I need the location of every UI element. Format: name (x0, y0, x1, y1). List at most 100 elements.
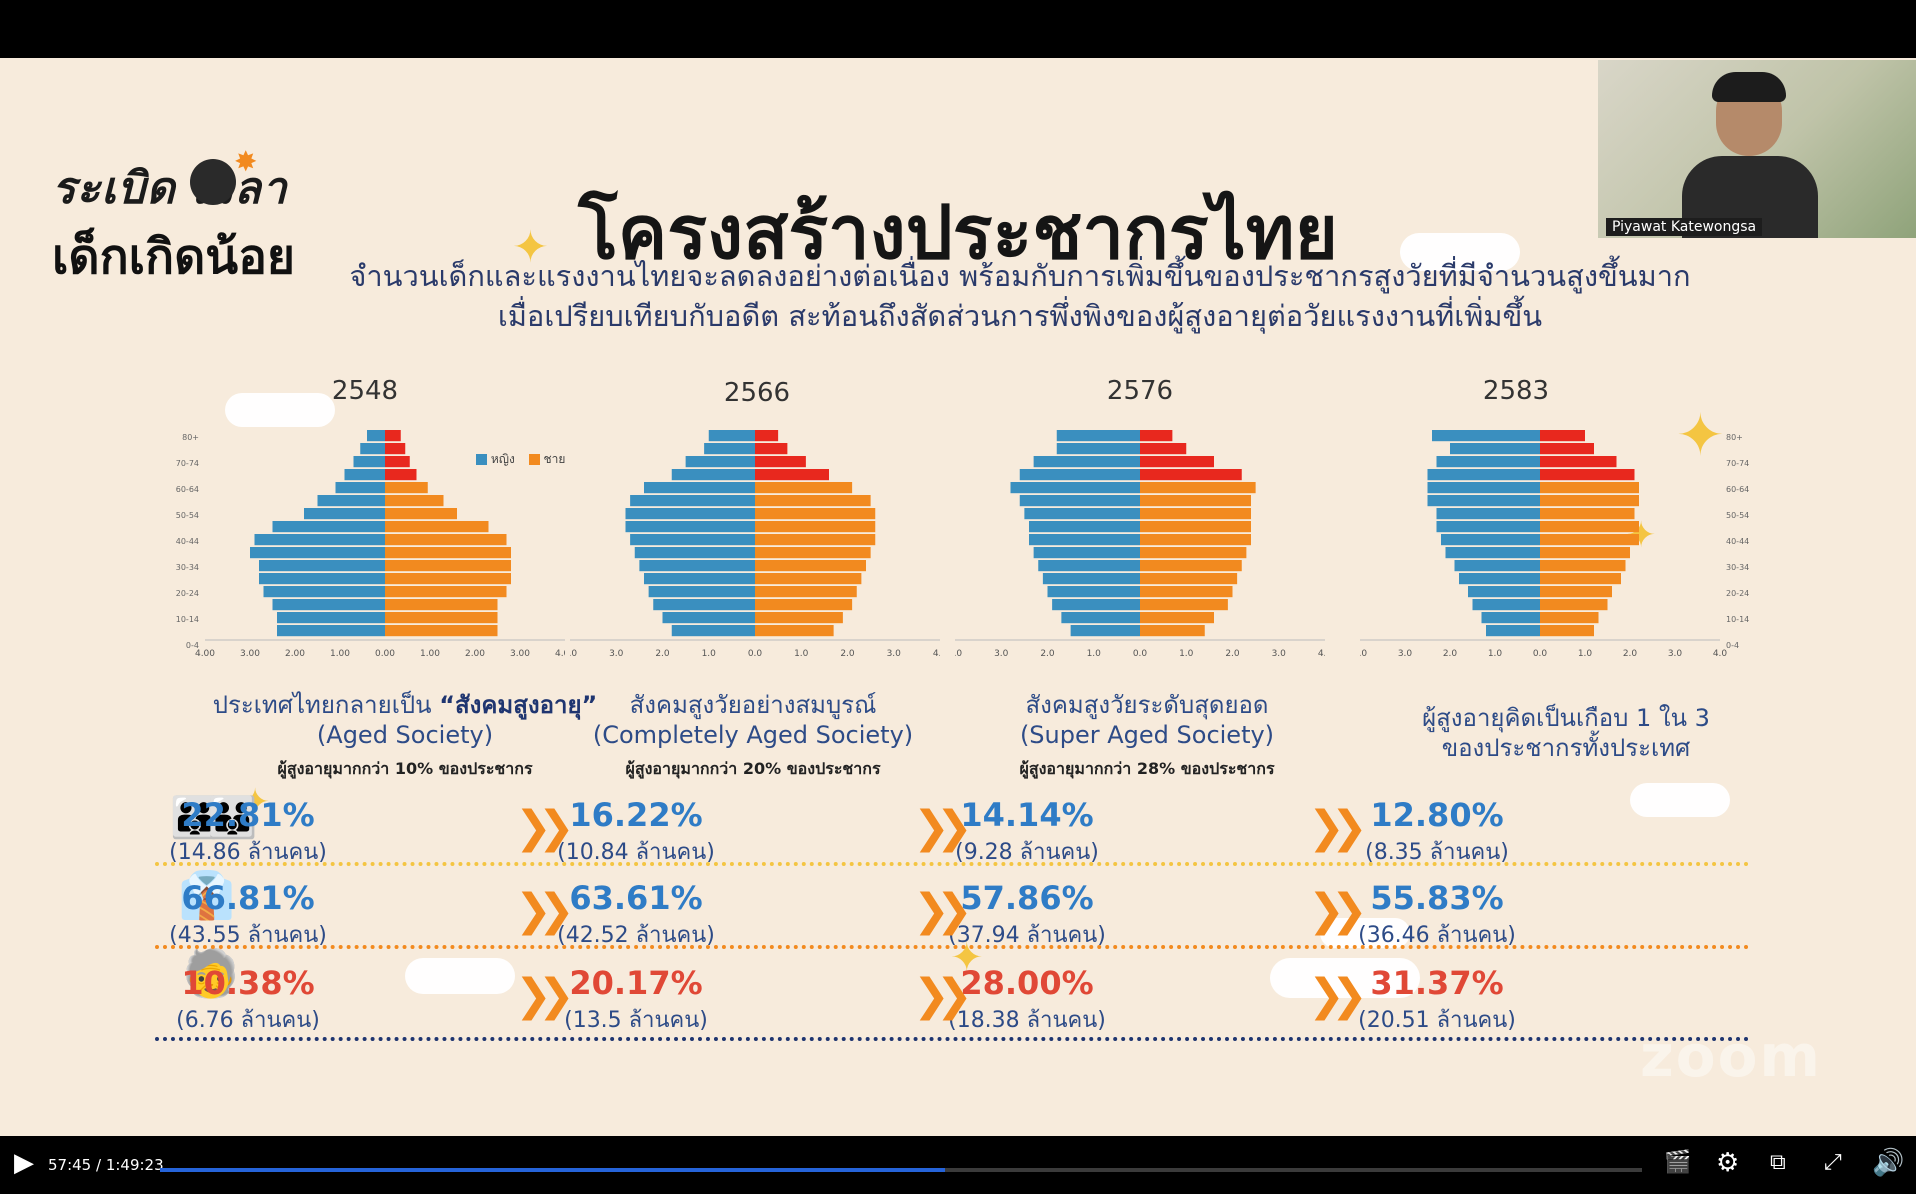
female-bar (1436, 456, 1540, 468)
male-bar (1540, 573, 1621, 585)
x-tick-label: 1.0 (1087, 649, 1102, 659)
female-bar (1441, 534, 1540, 546)
stat-count: (6.76 ล้านคน) (176, 1008, 320, 1033)
presenter-hair (1712, 72, 1786, 102)
age-group-label: 30-34 (1726, 563, 1749, 572)
picture-in-picture-icon[interactable]: ⧉ (1770, 1150, 1786, 1175)
stat-count: (9.28 ล้านคน) (955, 840, 1099, 865)
x-tick-label: 2.0 (1040, 649, 1055, 659)
x-tick-label: 0.0 (1133, 649, 1148, 659)
x-tick-label: 2.0 (655, 649, 670, 659)
male-bar (385, 560, 511, 572)
row-divider (155, 1037, 1750, 1041)
x-tick-label: 0.0 (748, 649, 763, 659)
female-bar (1445, 547, 1540, 559)
row-divider (155, 945, 1750, 949)
age-group-label: 60-64 (1726, 485, 1749, 494)
player-controls: ▶ 57:45 / 1:49:23 🎬 ⚙ ⧉ ⤢ 🔊 (0, 1136, 1916, 1194)
age-group-label: 40-44 (176, 537, 199, 546)
stat-percent: 10.38% (181, 964, 315, 1002)
x-tick-label: 2.00 (465, 649, 485, 659)
stat-percent: 31.37% (1370, 964, 1504, 1002)
x-tick-label: 3.0 (1272, 649, 1287, 659)
male-bar (385, 586, 507, 598)
chevron-right-icon: ❯❯ (1308, 970, 1368, 1021)
x-tick-label: 2.0 (1443, 649, 1458, 659)
stat-count: (10.84 ล้านคน) (557, 840, 715, 865)
chevron-right-icon: ❯❯ (913, 802, 973, 853)
male-bar (1140, 586, 1233, 598)
age-group-label: 80+ (1726, 433, 1743, 442)
pyramid-caption: ผู้สูงอายุคิดเป็นเกือบ 1 ใน 3 ของประชากร… (1356, 703, 1776, 763)
male-bar (385, 495, 444, 507)
stat-percent: 55.83% (1370, 879, 1504, 917)
stat-percent: 14.14% (960, 796, 1094, 834)
x-tick-label: 4.00 (555, 649, 565, 659)
male-bar (1540, 534, 1639, 546)
male-bar (1140, 482, 1256, 494)
female-bar (1468, 586, 1540, 598)
x-tick-label: 0.00 (375, 649, 395, 659)
male-bar (385, 625, 498, 637)
settings-gear-icon[interactable]: ⚙ (1716, 1148, 1740, 1178)
elderly-stat: 28.00% (18.38 ล้านคน) (907, 964, 1147, 1037)
elderly-stat: 31.37% (20.51 ล้านคน) (1317, 964, 1557, 1037)
x-tick-label: 1.0 (1488, 649, 1503, 659)
female-bar (1481, 612, 1540, 624)
female-bar (639, 560, 755, 572)
slide-title: โครงสร้างประชากรไทย (578, 190, 1338, 276)
male-bar (1140, 521, 1251, 533)
seek-bar[interactable] (160, 1168, 1642, 1172)
female-bar (277, 625, 385, 637)
row-divider (155, 862, 1750, 866)
male-bar (755, 521, 876, 533)
x-tick-label: 3.00 (510, 649, 530, 659)
pyramid-year: 2548 (331, 376, 399, 406)
volume-icon[interactable]: 🔊 (1872, 1148, 1905, 1178)
male-bar (385, 469, 417, 481)
female-bar (1042, 573, 1140, 585)
children-stat: 14.14% (9.28 ล้านคน) (907, 796, 1147, 869)
male-bar (1540, 521, 1639, 533)
x-tick-label: 4.0 (1713, 649, 1728, 659)
female-bar (1033, 456, 1140, 468)
female-bar (259, 560, 385, 572)
caption-line: ผู้สูงอายุคิดเป็นเกือบ 1 ใน 3 (1422, 704, 1710, 732)
male-bar (385, 456, 410, 468)
female-bar (625, 521, 755, 533)
pyramid-year: 2583 (1482, 376, 1550, 406)
x-tick-label: 4.0 (933, 649, 940, 659)
male-bar (755, 573, 862, 585)
male-bar (755, 560, 866, 572)
female-bar (1436, 521, 1540, 533)
male-bar (1140, 443, 1187, 455)
male-bar (1540, 495, 1639, 507)
female-bar (259, 573, 385, 585)
age-group-label: 10-14 (176, 615, 199, 624)
clip-icon[interactable]: 🎬 (1664, 1150, 1692, 1175)
male-bar (1140, 469, 1242, 481)
female-bar (344, 469, 385, 481)
male-bar (1540, 469, 1635, 481)
age-group-label: 0-4 (186, 641, 199, 650)
x-tick-label: 0.0 (1533, 649, 1548, 659)
male-bar (385, 508, 457, 520)
age-group-label: 10-14 (1726, 615, 1749, 624)
chevron-right-icon: ❯❯ (1308, 802, 1368, 853)
x-tick-label: 1.0 (1578, 649, 1593, 659)
age-group-label: 20-24 (1726, 589, 1749, 598)
caption-line: ของประชากรทั้งประเทศ (1441, 734, 1691, 762)
participant-video-tile[interactable]: Piyawat Katewongsa (1598, 60, 1916, 238)
children-stat: 12.80% (8.35 ล้านคน) (1317, 796, 1557, 869)
female-bar (662, 612, 755, 624)
play-button[interactable]: ▶ (14, 1148, 34, 1178)
female-bar (1024, 508, 1140, 520)
stat-count: (36.46 ล้านคน) (1358, 923, 1516, 948)
female-bar (685, 456, 755, 468)
x-tick-label: 2.0 (840, 649, 855, 659)
female-bar (1454, 560, 1540, 572)
fullscreen-icon[interactable]: ⤢ (1824, 1150, 1842, 1175)
cloud (1630, 783, 1730, 817)
pyramid-caption: สังคมสูงวัยระดับสุดยอด (Super Aged Socie… (937, 690, 1357, 784)
female-bar (277, 612, 385, 624)
